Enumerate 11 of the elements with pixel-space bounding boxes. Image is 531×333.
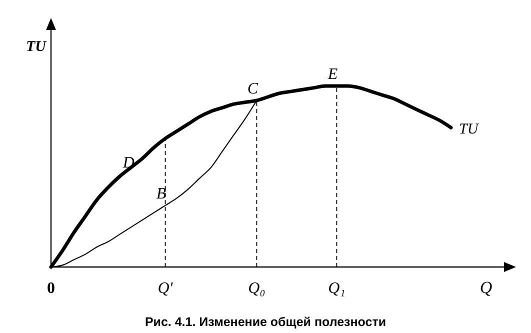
y-axis-title: TU [459,122,480,138]
annotation: B [156,185,166,202]
text: Рис. 4.1. Изменение общей полезности [144,315,386,329]
legend-label: TU [26,39,48,55]
x-axis-title: Q [480,278,492,297]
x-tick-label: Q₁ [328,280,346,297]
x-tick-label: 0 [47,280,55,297]
x-tick-label: Q₀ [248,280,266,297]
annotation: E [326,66,338,83]
annotation: C [247,80,258,98]
x-tick-label: Q′ [158,280,174,297]
